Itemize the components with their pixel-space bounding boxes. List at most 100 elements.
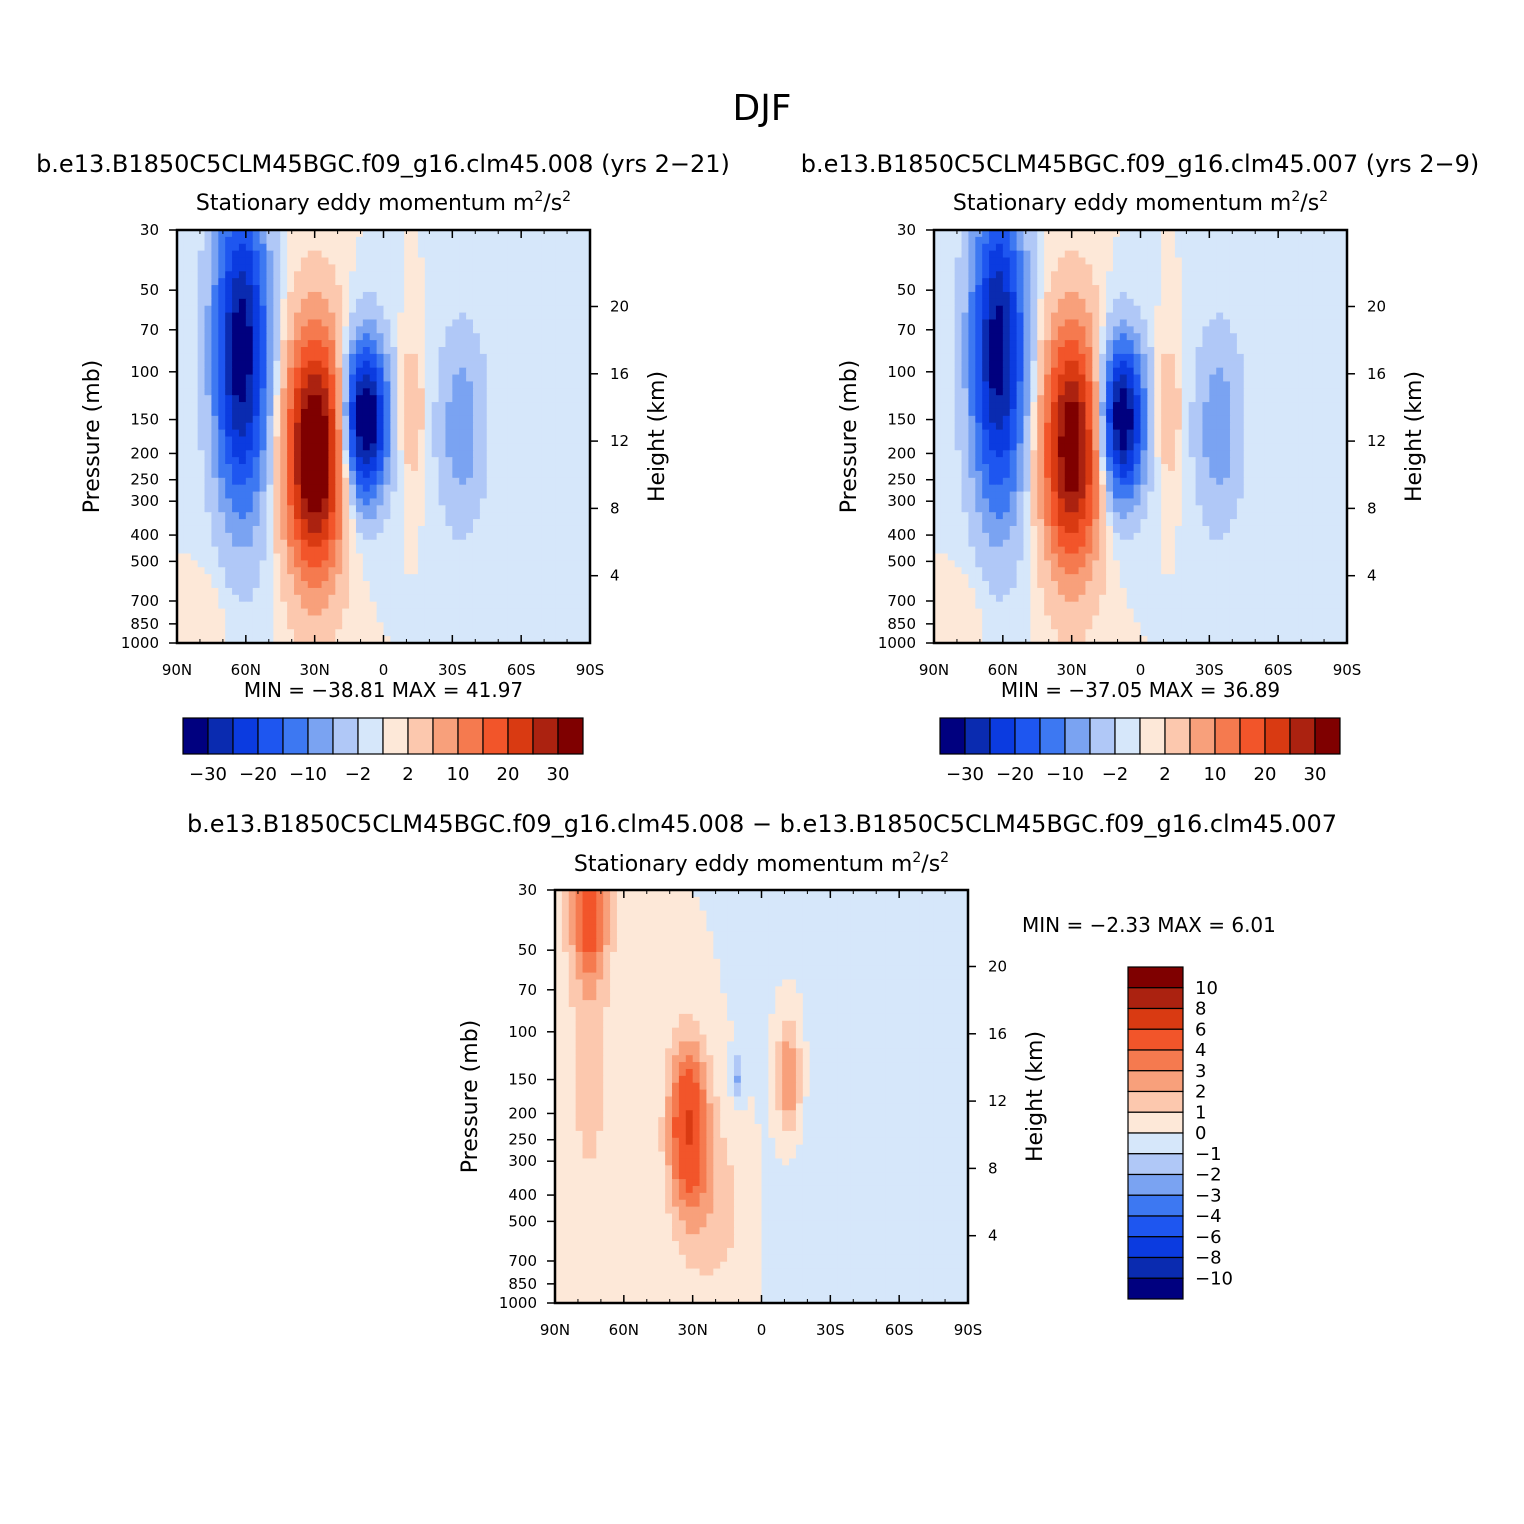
heatmap-cell bbox=[177, 388, 185, 396]
heatmap-cell bbox=[190, 250, 199, 259]
heatmap-cell bbox=[424, 326, 433, 334]
heatmap-cell bbox=[273, 381, 281, 389]
heatmap-cell bbox=[238, 257, 247, 266]
heatmap-cell bbox=[1257, 326, 1265, 334]
heatmap-cell bbox=[583, 484, 591, 493]
heatmap-cell bbox=[355, 347, 364, 355]
heatmap-cell bbox=[266, 367, 274, 376]
heatmap-cell bbox=[252, 622, 261, 630]
heatmap-cell bbox=[424, 353, 433, 362]
heatmap-cell bbox=[500, 484, 508, 493]
heatmap-cell bbox=[349, 519, 357, 527]
heatmap-cell bbox=[183, 257, 192, 266]
heatmap-cell bbox=[1030, 278, 1038, 286]
heatmap-cell bbox=[197, 429, 206, 438]
heatmap-cell bbox=[225, 271, 233, 279]
heatmap-cell bbox=[362, 291, 371, 300]
heatmap-cell bbox=[1051, 250, 1059, 259]
heatmap-cell bbox=[576, 264, 584, 272]
heatmap-cell bbox=[569, 464, 577, 472]
heatmap-cell bbox=[376, 436, 385, 444]
heatmap-cell bbox=[562, 560, 570, 568]
heatmap-cell bbox=[507, 388, 515, 396]
heatmap-cell bbox=[445, 546, 453, 555]
heatmap-cell bbox=[934, 319, 942, 327]
heatmap-cell bbox=[404, 326, 412, 334]
heatmap-cell bbox=[452, 505, 460, 513]
heatmap-cell bbox=[417, 629, 426, 637]
heatmap-cell bbox=[397, 519, 405, 527]
heatmap-cell bbox=[197, 567, 206, 575]
heatmap-cell bbox=[445, 615, 453, 623]
heatmap-cell bbox=[548, 278, 557, 286]
heatmap-cell bbox=[961, 264, 970, 272]
heatmap-cell bbox=[335, 470, 343, 479]
heatmap-cell bbox=[968, 271, 976, 279]
heatmap-cell bbox=[183, 622, 192, 630]
heatmap-cell bbox=[1126, 243, 1135, 252]
heatmap-cell bbox=[569, 594, 577, 603]
heatmap-cell bbox=[1271, 360, 1279, 369]
heatmap-cell bbox=[280, 333, 288, 341]
heatmap-cell bbox=[500, 629, 508, 637]
heatmap-cell bbox=[562, 319, 570, 327]
heatmap-cell bbox=[1140, 353, 1148, 362]
heatmap-cell bbox=[1181, 271, 1190, 279]
heatmap-cell bbox=[1112, 257, 1121, 266]
heatmap-cell bbox=[507, 347, 515, 355]
heatmap-cell bbox=[528, 477, 536, 486]
heatmap-cell bbox=[452, 298, 460, 307]
heatmap-cell bbox=[321, 298, 330, 307]
heatmap-cell bbox=[555, 347, 564, 355]
heatmap-cell bbox=[1085, 230, 1093, 238]
heatmap-cell bbox=[238, 388, 247, 396]
heatmap-cell bbox=[411, 436, 419, 444]
heatmap-cell bbox=[238, 236, 247, 245]
heatmap-cell bbox=[1216, 271, 1224, 279]
heatmap-cell bbox=[507, 443, 515, 451]
heatmap-cell bbox=[1243, 353, 1252, 362]
heatmap-cell bbox=[1223, 360, 1231, 369]
heatmap-cell bbox=[204, 587, 213, 596]
heatmap-cell bbox=[307, 285, 316, 293]
heatmap-cell bbox=[576, 532, 584, 541]
heatmap-cell bbox=[321, 340, 330, 348]
heatmap-cell bbox=[1154, 291, 1162, 300]
heatmap-cell bbox=[1326, 333, 1334, 341]
heatmap-cell bbox=[493, 594, 502, 603]
heatmap-cell bbox=[528, 257, 536, 266]
heatmap-cell bbox=[583, 629, 591, 637]
heatmap-cell bbox=[479, 257, 488, 266]
heatmap-cell bbox=[438, 629, 447, 637]
heatmap-cell bbox=[411, 347, 419, 355]
heatmap-cell bbox=[541, 546, 550, 555]
heatmap-cell bbox=[1181, 333, 1190, 341]
heatmap-cell bbox=[266, 340, 274, 348]
heatmap-cell bbox=[1319, 298, 1327, 307]
heatmap-cell bbox=[1278, 278, 1286, 286]
heatmap-cell bbox=[211, 298, 219, 307]
heatmap-cell bbox=[259, 298, 268, 307]
heatmap-cell bbox=[225, 360, 233, 369]
heatmap-cell bbox=[259, 457, 268, 465]
heatmap-cell bbox=[1078, 312, 1087, 321]
heatmap-cell bbox=[383, 340, 391, 348]
heatmap-cell bbox=[1223, 257, 1231, 266]
heatmap-cell bbox=[1243, 319, 1252, 327]
heatmap-cell bbox=[252, 581, 261, 589]
heatmap-cell bbox=[287, 539, 295, 548]
heatmap-cell bbox=[486, 257, 495, 266]
heatmap-cell bbox=[197, 629, 206, 637]
heatmap-cell bbox=[287, 484, 295, 493]
heatmap-cell bbox=[507, 333, 515, 341]
heatmap-cell bbox=[452, 587, 460, 596]
heatmap-cell bbox=[238, 567, 247, 575]
heatmap-cell bbox=[500, 525, 508, 534]
heatmap-cell bbox=[1305, 340, 1314, 348]
heatmap-cell bbox=[211, 367, 219, 376]
heatmap-cell bbox=[982, 360, 990, 369]
heatmap-cell bbox=[569, 546, 577, 555]
heatmap-cell bbox=[1133, 353, 1142, 362]
heatmap-cell bbox=[328, 305, 336, 314]
heatmap-cell bbox=[1264, 243, 1272, 252]
